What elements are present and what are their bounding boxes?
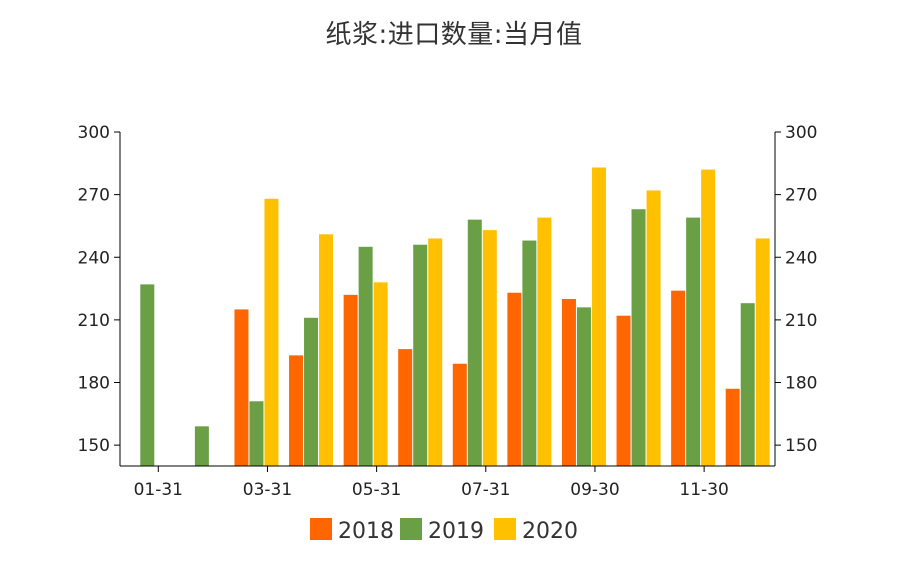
bar-2018-08-31	[507, 292, 522, 466]
right-y-tick-label: 270	[785, 186, 817, 206]
x-tick-label: 03-31	[243, 480, 292, 500]
bar-2020-09-30	[591, 167, 606, 467]
chart-title: 纸浆:进口数量:当月值	[325, 20, 583, 50]
bar-2018-11-30	[671, 290, 686, 466]
bar-2020-04-30	[319, 234, 334, 466]
left-y-tick-label: 270	[78, 186, 110, 206]
left-y-tick-label: 210	[78, 311, 110, 331]
bar-2018-04-30	[289, 355, 304, 466]
right-y-tick-label: 300	[785, 123, 817, 143]
bar-2020-05-31	[373, 282, 388, 466]
bar-2020-03-31	[264, 198, 279, 467]
x-tick-label: 09-30	[570, 480, 619, 500]
bar-2018-10-31	[616, 315, 631, 466]
x-tick-label: 11-30	[679, 480, 728, 500]
left-y-tick-label: 150	[78, 436, 110, 456]
legend-label-2020: 2020	[522, 519, 578, 544]
bar-2020-11-30	[701, 169, 716, 466]
bar-2019-09-30	[576, 307, 591, 466]
bar-2018-12-31	[725, 388, 740, 466]
legend-swatch-2020	[494, 518, 516, 540]
right-y-tick-label: 180	[785, 374, 817, 394]
bar-2020-06-30	[428, 238, 443, 466]
bar-2018-06-30	[398, 349, 413, 466]
bar-2020-07-31	[482, 230, 497, 466]
legend-label-2018: 2018	[338, 519, 394, 544]
bar-2019-04-30	[304, 317, 319, 466]
bar-2019-03-31	[249, 401, 264, 466]
axes-layer: 150 150 180 180 210 210 240 240 270 270 300 300 01-3…	[78, 123, 818, 500]
legend-swatch-2018	[310, 518, 332, 540]
bar-2020-10-31	[646, 190, 661, 466]
bar-2018-05-31	[343, 294, 358, 466]
bar-2019-08-31	[522, 240, 537, 466]
bar-2019-01-31	[140, 284, 155, 466]
bar-2018-03-31	[234, 309, 249, 466]
bar-2020-08-31	[537, 217, 552, 466]
legend-swatch-2019	[400, 518, 422, 540]
left-y-tick-label: 180	[78, 374, 110, 394]
bar-2019-06-30	[413, 244, 428, 466]
bar-2018-09-30	[561, 299, 576, 466]
x-tick-label: 01-31	[134, 480, 183, 500]
right-y-tick-label: 210	[785, 311, 817, 331]
bar-2019-07-31	[467, 219, 482, 466]
legend: 2018 2019 2020	[310, 518, 578, 544]
right-y-tick-label: 240	[785, 248, 817, 268]
bar-2019-12-31	[740, 303, 755, 466]
bar-2019-02-28	[194, 426, 209, 466]
bar-2019-11-30	[686, 217, 701, 466]
bar-2019-10-31	[631, 209, 646, 467]
x-tick-label: 07-31	[461, 480, 510, 500]
left-y-tick-label: 300	[78, 123, 110, 143]
legend-label-2019: 2019	[428, 519, 484, 544]
left-y-tick-label: 240	[78, 248, 110, 268]
bar-2019-05-31	[358, 246, 373, 466]
bars-layer	[140, 167, 770, 467]
bar-2018-07-31	[452, 363, 467, 466]
right-y-tick-label: 150	[785, 436, 817, 456]
bar-2020-12-31	[755, 238, 770, 466]
x-tick-label: 05-31	[352, 480, 401, 500]
